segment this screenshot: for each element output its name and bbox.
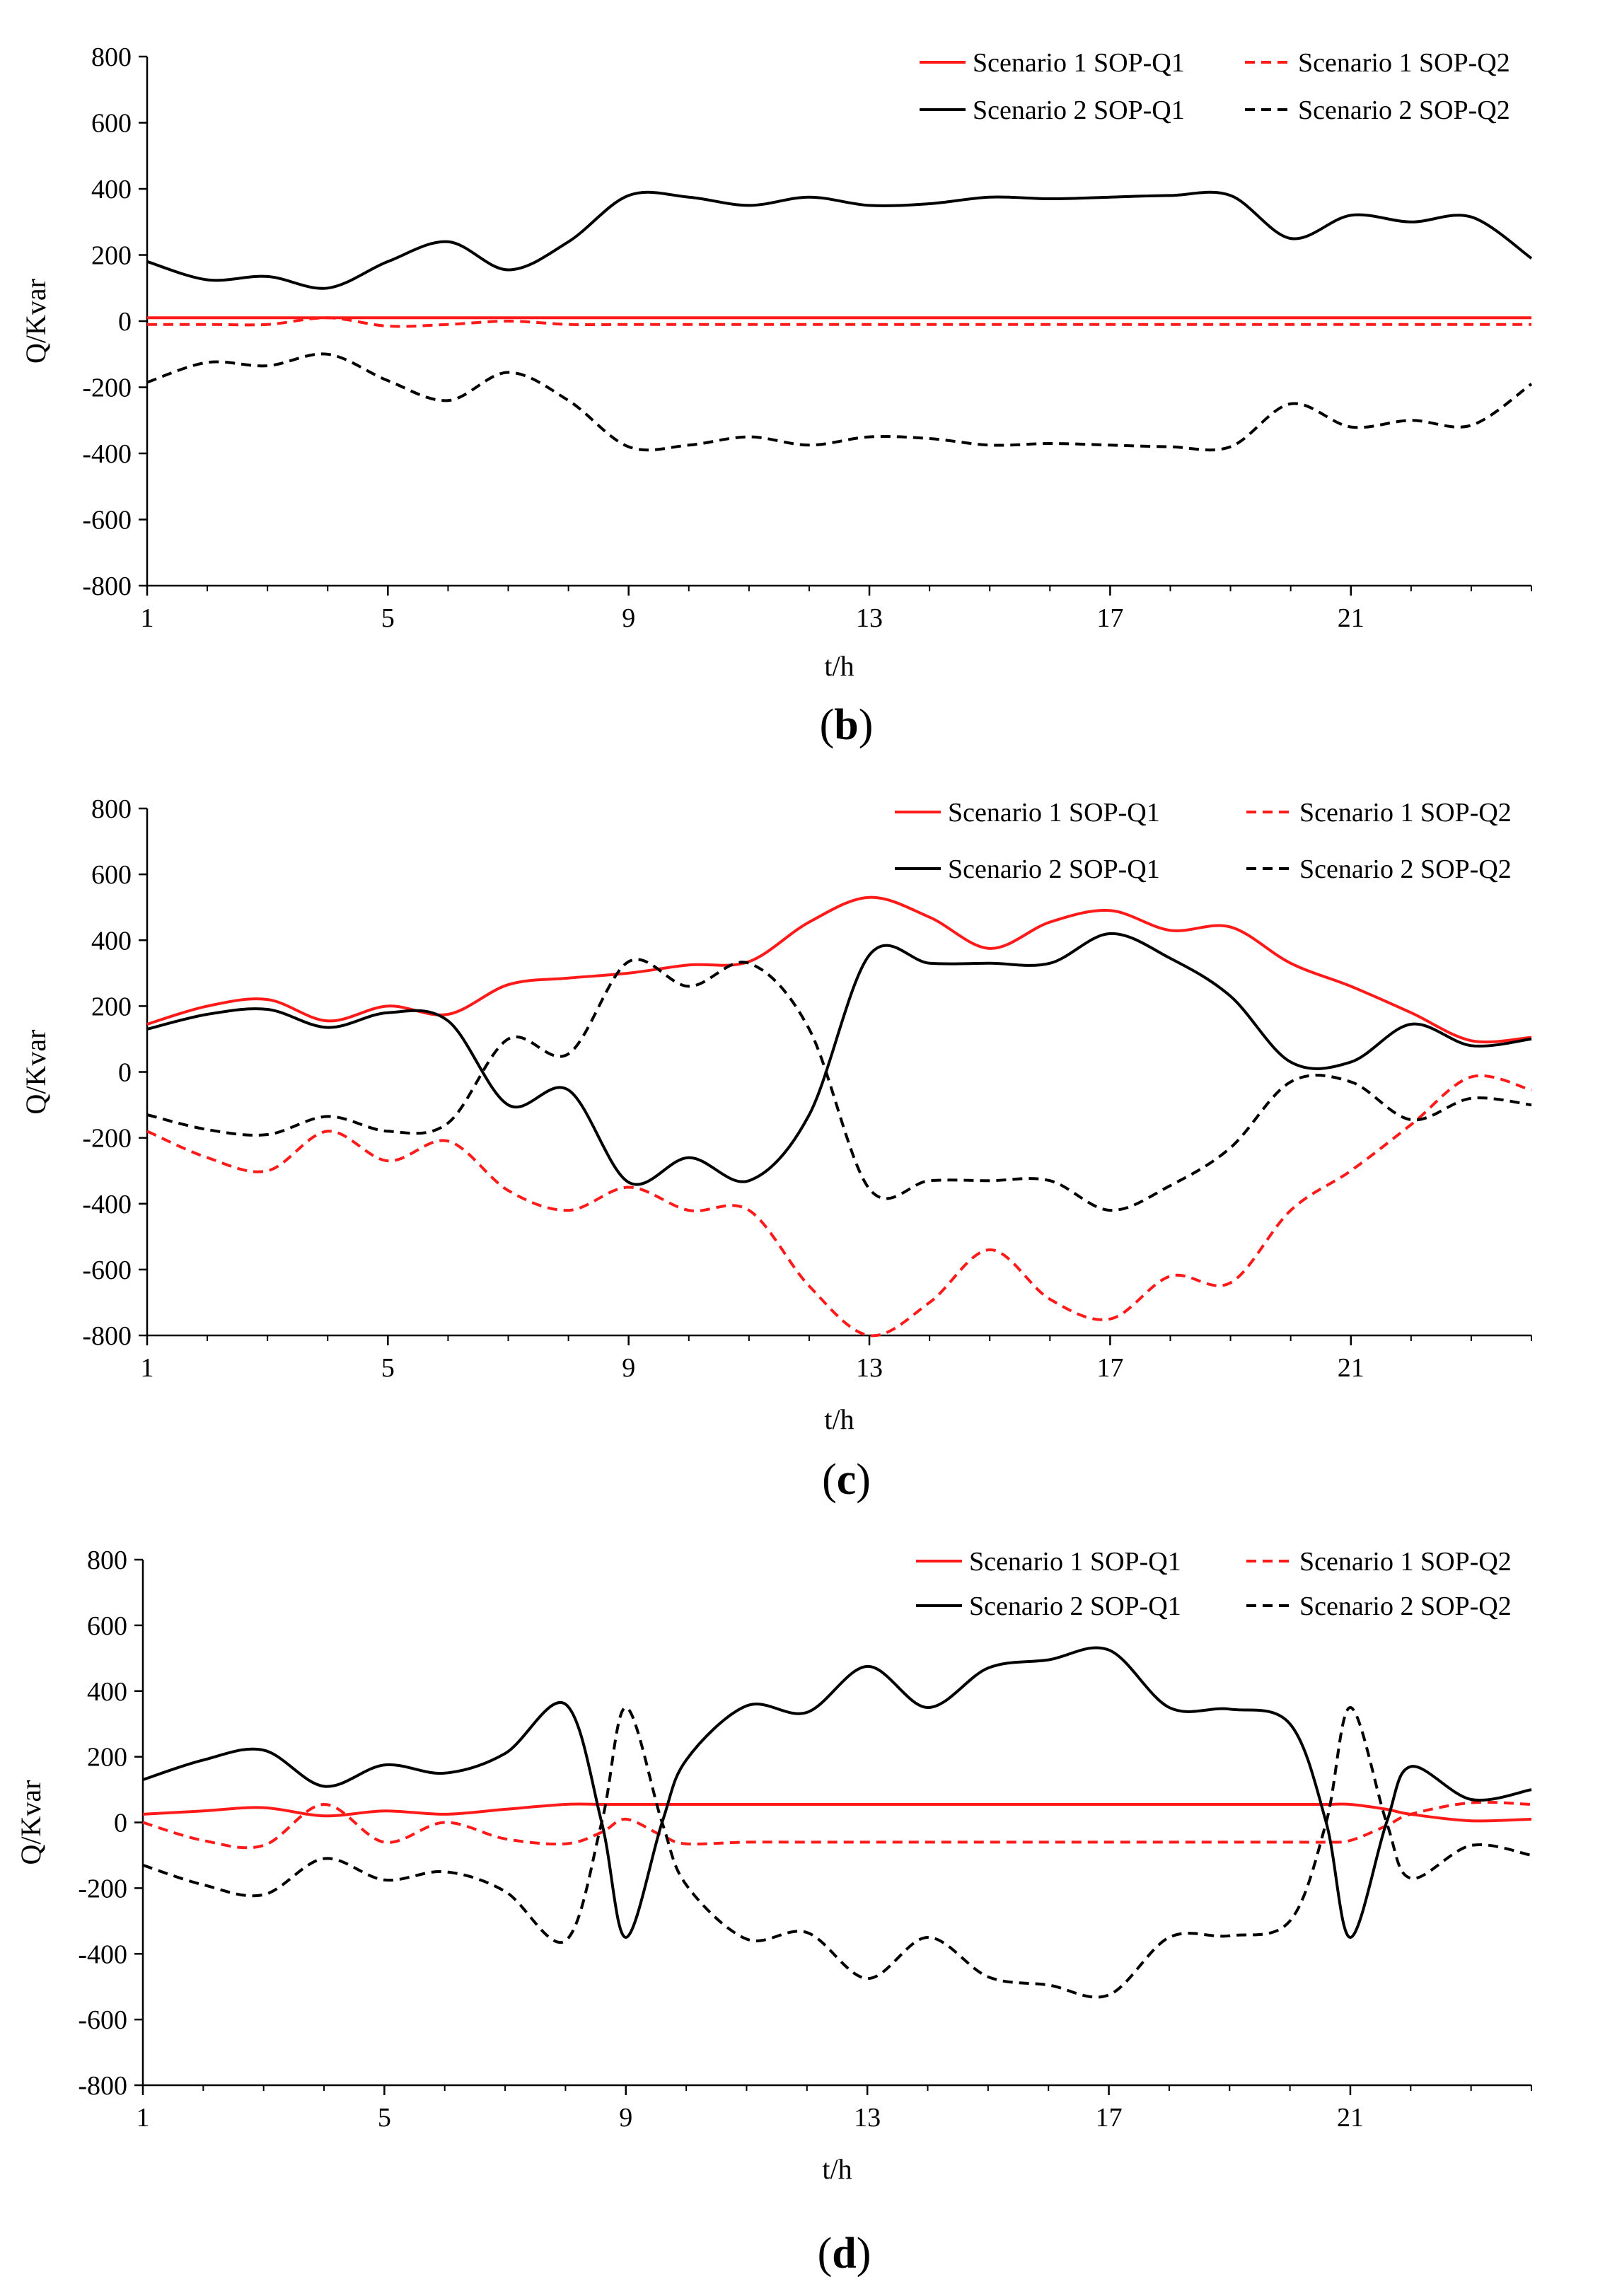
y-tick-label: 400 xyxy=(87,1677,127,1707)
legend-entry: Scenario 2 SOP-Q1 xyxy=(969,1591,1181,1621)
y-tick-label: 800 xyxy=(87,1546,127,1575)
y-tick-label: -800 xyxy=(78,2071,127,2101)
y-tick-label: 0 xyxy=(118,307,132,337)
x-axis-title: t/h xyxy=(824,650,854,682)
x-tick-label: 1 xyxy=(141,1353,154,1383)
y-tick-label: 0 xyxy=(114,1809,127,1838)
x-tick-label: 9 xyxy=(619,2103,632,2133)
y-tick-label: 800 xyxy=(91,42,132,72)
series-line-scenario-1-sop-q2 xyxy=(146,316,1531,328)
x-tick-label: 1 xyxy=(141,603,154,633)
y-axis-title: Q/Kvar xyxy=(20,279,52,364)
legend-entry: Scenario 1 SOP-Q1 xyxy=(973,48,1185,78)
x-tick-label: 9 xyxy=(622,1353,635,1383)
y-tick-label: -800 xyxy=(82,1321,132,1351)
x-tick-label: 21 xyxy=(1338,1353,1364,1383)
panel-label: (b) xyxy=(820,701,874,749)
series-line-scenario-2-sop-q2 xyxy=(142,1706,1532,1999)
y-tick-label: -400 xyxy=(82,1190,132,1219)
legend-entry: Scenario 1 SOP-Q1 xyxy=(948,798,1160,828)
series-line-scenario-1-sop-q2 xyxy=(142,1800,1532,1850)
legend-entry: Scenario 1 SOP-Q1 xyxy=(969,1547,1181,1577)
x-tick-label: 13 xyxy=(856,1353,883,1383)
y-tick-label: -400 xyxy=(78,1940,127,1969)
x-tick-label: 13 xyxy=(856,603,883,633)
chart-panel-c: 800 600 400 200 0 -200 -400 -600 -800 1 5 9 13 17 21 t/… xyxy=(20,794,1532,1504)
y-tick-label: 400 xyxy=(91,926,132,956)
panel-label: (d) xyxy=(818,2230,871,2278)
x-tick-label: 17 xyxy=(1096,2103,1123,2133)
y-tick-label: -200 xyxy=(78,1874,127,1903)
series-line-scenario-1-sop-q2 xyxy=(146,1074,1532,1338)
y-tick-label: -600 xyxy=(82,1256,132,1285)
chart-panel-d: 800 600 400 200 0 -200 -400 -600 -800 1 5 9 13 17 21 t/… xyxy=(15,1546,1532,2278)
x-axis-title: t/h xyxy=(822,2153,852,2185)
x-tick-label: 5 xyxy=(381,603,395,633)
y-tick-label: -600 xyxy=(78,2005,127,2035)
panel-label: (c) xyxy=(822,1456,871,1504)
legend: Scenario 1 SOP-Q1 Scenario 1 SOP-Q2 Scenar… xyxy=(916,1547,1512,1621)
series-line-scenario-2-sop-q1 xyxy=(146,932,1532,1186)
x-tick-label: 21 xyxy=(1337,2103,1364,2133)
legend-entry: Scenario 2 SOP-Q2 xyxy=(1299,854,1512,884)
x-tick-label: 5 xyxy=(381,1353,395,1383)
y-tick-label: -200 xyxy=(82,1124,132,1154)
series-line-scenario-2-sop-q2 xyxy=(146,958,1532,1212)
y-tick-label: 600 xyxy=(91,860,132,890)
x-tick-label: 17 xyxy=(1096,1353,1123,1383)
panel-letter: b xyxy=(834,701,858,749)
y-tick-label: -200 xyxy=(82,373,132,403)
y-tick-label: -400 xyxy=(82,439,132,469)
x-tick-label: 5 xyxy=(378,2103,391,2133)
legend-entry: Scenario 2 SOP-Q2 xyxy=(1299,1591,1512,1621)
legend-entry: Scenario 2 SOP-Q1 xyxy=(948,854,1160,884)
y-tick-label: 600 xyxy=(91,109,132,139)
y-axis-title: Q/Kvar xyxy=(15,1780,47,1865)
x-tick-label: 21 xyxy=(1338,603,1364,633)
legend-entry: Scenario 2 SOP-Q1 xyxy=(973,95,1185,125)
y-tick-label: -600 xyxy=(82,506,132,535)
x-tick-label: 13 xyxy=(854,2103,881,2133)
y-tick-label: 200 xyxy=(91,241,132,271)
y-tick-label: 200 xyxy=(91,992,132,1021)
series-line-scenario-1-sop-q1 xyxy=(142,1802,1532,1823)
x-tick-label: 17 xyxy=(1096,603,1123,633)
y-tick-label: 800 xyxy=(91,794,132,824)
panel-letter: d xyxy=(832,2230,856,2278)
panel-letter: c xyxy=(837,1456,857,1504)
x-axis-title: t/h xyxy=(824,1403,854,1435)
y-tick-label: 0 xyxy=(118,1058,132,1088)
y-axis-title: Q/Kvar xyxy=(20,1030,52,1115)
series-line-scenario-2-sop-q1 xyxy=(146,190,1533,290)
legend: Scenario 1 SOP-Q1 Scenario 1 SOP-Q2 Scenar… xyxy=(920,48,1510,125)
x-tick-label: 9 xyxy=(622,603,635,633)
legend-entry: Scenario 1 SOP-Q2 xyxy=(1299,1547,1512,1577)
y-tick-label: -800 xyxy=(82,572,132,601)
series-line-scenario-1-sop-q1 xyxy=(146,895,1532,1044)
x-tick-label: 1 xyxy=(137,2103,150,2133)
legend-entry: Scenario 2 SOP-Q2 xyxy=(1298,95,1510,125)
y-tick-label: 400 xyxy=(91,175,132,204)
y-tick-label: 200 xyxy=(87,1743,127,1773)
legend-entry: Scenario 1 SOP-Q2 xyxy=(1299,798,1512,828)
chart-panel-b: 800 600 400 200 0 -200 -400 -600 -800 1 5 9 13 17 21 t/… xyxy=(20,42,1533,749)
series-line-scenario-2-sop-q2 xyxy=(146,352,1533,452)
legend: Scenario 1 SOP-Q1 Scenario 1 SOP-Q2 Scenar… xyxy=(895,798,1512,884)
legend-entry: Scenario 1 SOP-Q2 xyxy=(1298,48,1510,78)
y-tick-label: 600 xyxy=(87,1611,127,1641)
series-line-scenario-2-sop-q1 xyxy=(142,1646,1532,1939)
